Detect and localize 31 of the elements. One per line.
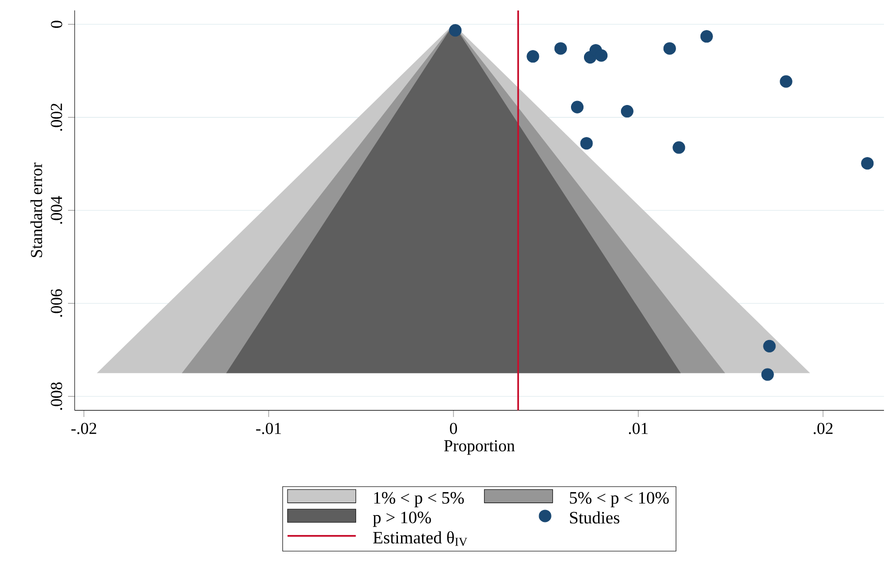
point xyxy=(761,368,774,381)
x-tick-label: .02 xyxy=(814,422,833,434)
y-tick-label: .004 xyxy=(50,196,62,224)
y-tick-label: .002 xyxy=(50,104,62,131)
y-tick-label: 0 xyxy=(50,20,62,28)
legend-label: 5% < p < 10% xyxy=(570,492,669,508)
legend-label: p > 10% xyxy=(372,512,431,527)
y-tick-label: .006 xyxy=(50,289,62,317)
x-axis-title: Proportion xyxy=(444,440,515,455)
point xyxy=(620,104,634,118)
point xyxy=(580,137,593,150)
x-tick-label: 0 xyxy=(450,422,457,434)
point xyxy=(554,42,567,55)
y-axis-title: Standard error xyxy=(30,162,42,258)
point xyxy=(449,24,462,37)
legend-label: Studies xyxy=(570,511,620,524)
x-tick-label: -.01 xyxy=(256,422,281,434)
point xyxy=(861,157,874,170)
y-tick-label: .008 xyxy=(50,382,62,410)
point xyxy=(763,340,776,352)
legend-label: Estimated θ$_{IV}$ xyxy=(373,531,468,546)
x-tick-label: .01 xyxy=(628,422,648,434)
point xyxy=(595,49,608,62)
point xyxy=(672,141,686,154)
point xyxy=(663,42,676,55)
point xyxy=(526,50,540,63)
x-tick-label: -.02 xyxy=(71,422,96,434)
point xyxy=(700,30,713,43)
point xyxy=(780,75,792,88)
legend-label: 1% < p < 5% xyxy=(374,492,464,508)
point xyxy=(571,100,584,114)
